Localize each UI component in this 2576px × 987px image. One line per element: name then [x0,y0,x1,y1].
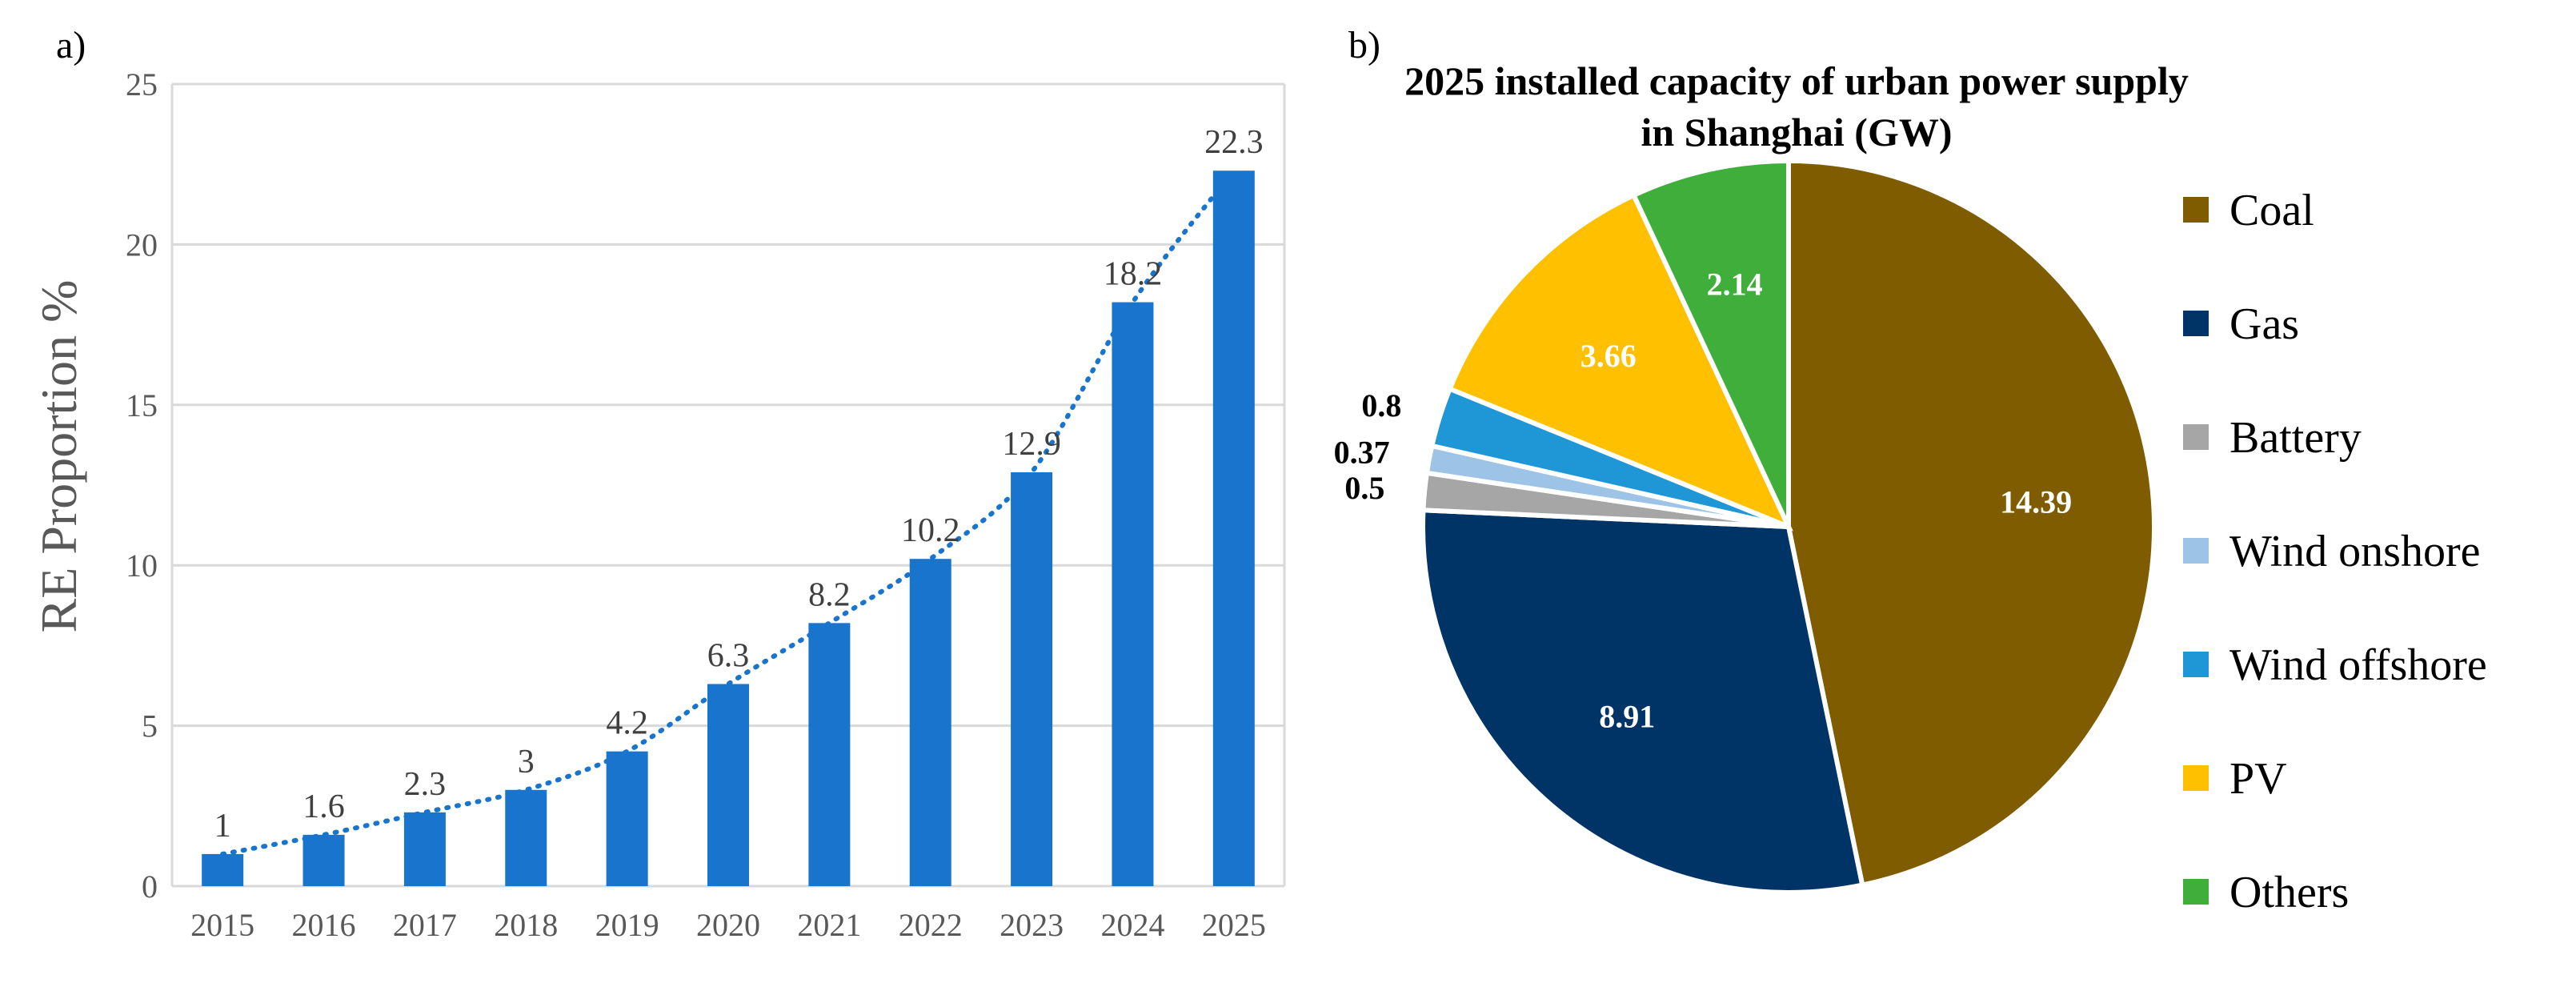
x-tick-label: 2020 [696,907,760,943]
x-tick-label: 2017 [393,907,457,943]
bar-value-label: 2.3 [404,766,447,803]
y-tick-label: 5 [142,708,158,744]
pie-slice-label: 0.5 [1344,470,1384,506]
bar-chart-value-labels: 1 1.6 2.3 3 4.2 6.3 8.2 10.2 12.9 18.2 22.3 [214,124,1264,845]
pie-slice [1630,158,1791,528]
legend-label: Wind onshore [2229,527,2480,576]
pie-slice-label: 0.37 [1334,435,1390,471]
legend-label: Wind offshore [2229,640,2487,690]
pie-slice [1446,191,1793,532]
bar-value-label: 6.3 [707,637,750,674]
panel-b-label: b) [1348,24,1380,66]
trendline [220,168,1236,857]
bar-value-label: 18.2 [1104,256,1163,293]
y-tick-label: 15 [126,387,158,423]
x-tick-label: 2021 [797,907,861,943]
legend-label: Battery [2229,413,2362,463]
bar [808,623,851,886]
bar-value-label: 1.6 [302,788,345,825]
legend-label: Others [2229,868,2349,917]
y-tick-label: 0 [142,869,158,905]
x-tick-label: 2018 [494,907,558,943]
bar [505,789,547,886]
x-tick-label: 2016 [292,907,356,943]
pie-legend: Coal Gas Battery Wind onshore Wind offshore P… [2183,186,2487,917]
pie-slice-label: 8.91 [1599,698,1655,734]
pie-slice-labels: 14.39 8.91 0.50.37 0.8 3.66 2.14 [1334,267,2072,735]
pie-slices [1420,158,2157,895]
legend-swatch [2183,197,2209,223]
bar-chart-bars [202,171,1255,886]
bar [403,812,446,886]
bar-chart-y-ticks: 0 5 10 15 20 25 [126,66,158,905]
bar-value-label: 4.2 [606,705,648,742]
legend-label: Coal [2229,186,2314,235]
pie-chart: 2025 installed capacity of urban power s… [1334,58,2487,917]
bar [707,684,749,886]
bar-chart-x-ticks: 2015 2016 2017 2018 2019 2020 2021 2022 2023 2024… [190,907,1266,943]
bar [1011,471,1053,886]
pie-slice-label: 0.8 [1361,387,1401,423]
panel-a-label: a) [56,24,86,66]
x-tick-label: 2024 [1100,907,1164,943]
bar-value-label: 22.3 [1204,124,1264,161]
bar-value-label: 12.9 [1002,426,1061,463]
y-axis-label: RE Proportion % [30,280,87,633]
legend-swatch [2183,652,2209,677]
bar-value-label: 8.2 [808,576,851,613]
x-tick-label: 2015 [190,907,254,943]
bar-value-label: 1 [214,808,231,845]
legend-swatch [2183,424,2209,450]
legend-swatch [2183,311,2209,336]
x-tick-label: 2019 [595,907,659,943]
x-tick-label: 2023 [1000,907,1064,943]
pie-slice [1420,508,1865,895]
legend-label: Gas [2229,299,2299,349]
y-tick-label: 20 [126,227,158,263]
pie-slice-label: 3.66 [1580,338,1637,374]
y-tick-label: 10 [126,548,158,584]
bar-value-label: 10.2 [901,512,960,549]
bar [606,751,648,886]
legend-swatch [2183,879,2209,905]
bar [202,853,244,886]
bar-chart-trendline [220,168,1236,857]
pie-title-line1: 2025 installed capacity of urban power s… [1404,58,2189,103]
bar-value-label: 3 [518,744,535,780]
pie-slice-label: 2.14 [1707,267,1763,303]
bar [1212,171,1255,886]
x-tick-label: 2022 [899,907,963,943]
bar [302,834,345,886]
legend-label: PV [2229,754,2287,804]
x-tick-label: 2025 [1202,907,1266,943]
pie-title-line2: in Shanghai (GW) [1641,110,1952,154]
pie-slice-label: 14.39 [2000,483,2072,520]
legend-swatch [2183,538,2209,564]
bar [909,559,951,886]
y-tick-label: 25 [126,66,158,102]
bar-chart-grid [170,82,1286,888]
pie-slice [1786,158,2157,889]
bar [1112,302,1154,886]
legend-swatch [2183,765,2209,791]
